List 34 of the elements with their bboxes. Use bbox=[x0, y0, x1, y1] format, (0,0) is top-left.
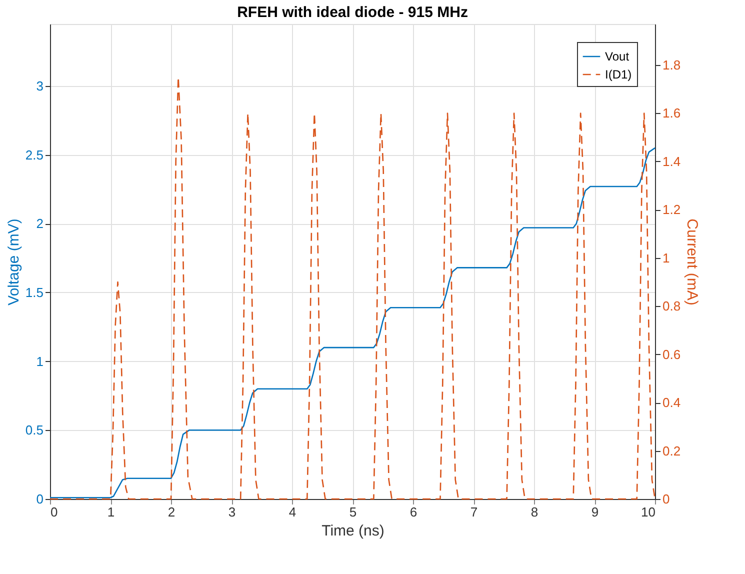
y-tick-label: 0 bbox=[36, 492, 44, 506]
x-tick-label: 10 bbox=[641, 504, 656, 520]
y-tick-label: 1 bbox=[36, 354, 44, 369]
x-tick-label: 5 bbox=[349, 504, 357, 520]
y2-tick-label: 0.2 bbox=[662, 443, 681, 458]
x-tick-label: 2 bbox=[168, 504, 176, 520]
y-tick-label: 0.5 bbox=[25, 422, 44, 438]
x-tick-label: 1 bbox=[107, 504, 115, 520]
y-tick-label: 2 bbox=[36, 216, 44, 232]
x-axis-title: Time (ns) bbox=[322, 522, 384, 540]
y2-axis-title: Current (mA) bbox=[684, 218, 701, 306]
y2-tick-label: 1.2 bbox=[662, 202, 681, 218]
x-tick-label: 4 bbox=[288, 504, 296, 520]
chart-title: RFEH with ideal diode - 915 MHz bbox=[237, 4, 468, 21]
y-tick-label: 1.5 bbox=[25, 284, 44, 300]
y2-tick-label: 1.8 bbox=[662, 57, 681, 72]
y2-tick-label: 0.6 bbox=[662, 346, 681, 362]
legend-label: I(D1) bbox=[605, 68, 632, 82]
y2-tick-label: 1.4 bbox=[662, 154, 681, 169]
x-tick-label: 3 bbox=[228, 504, 236, 520]
x-tick-label: 0 bbox=[50, 504, 58, 520]
y-tick-label: 2.5 bbox=[25, 147, 44, 162]
y2-tick-label: 0.4 bbox=[662, 395, 681, 410]
y-tick-label: 3 bbox=[36, 78, 44, 94]
x-tick-label: 7 bbox=[470, 504, 478, 520]
y2-tick-label: 0.8 bbox=[662, 298, 681, 314]
x-tick-label: 9 bbox=[591, 504, 599, 520]
legend-label: Vout bbox=[605, 50, 630, 64]
x-tick-label: 8 bbox=[530, 504, 538, 520]
y2-tick-label: 1 bbox=[662, 250, 670, 266]
y2-tick-label: 1.6 bbox=[662, 106, 681, 121]
x-tick-label: 6 bbox=[410, 504, 418, 520]
y2-tick-label: 0 bbox=[662, 492, 670, 506]
y-axis-title: Voltage (mV) bbox=[5, 218, 22, 306]
